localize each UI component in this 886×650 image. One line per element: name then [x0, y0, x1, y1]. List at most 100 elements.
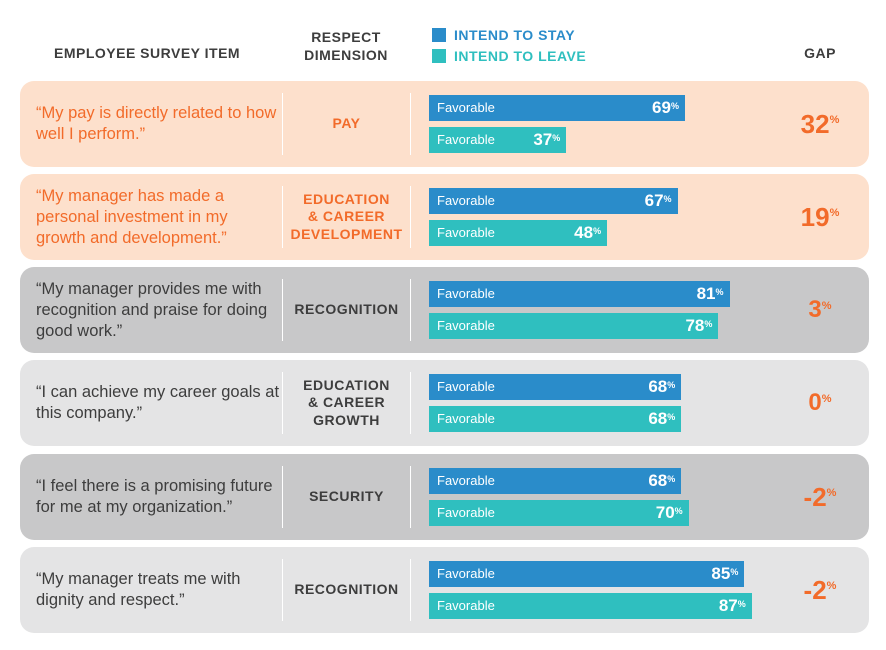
bar-intend-to-leave: Favorable 48% — [429, 220, 608, 246]
percent-sign: % — [715, 287, 724, 297]
respect-dimension: RECOGNITION — [283, 267, 410, 353]
legend-label-leave: INTEND TO LEAVE — [454, 47, 587, 64]
bar-label: Favorable — [437, 598, 495, 613]
respect-dimension-line: RECOGNITION — [294, 581, 399, 598]
bar-intend-to-stay: Favorable 67% — [429, 188, 678, 214]
bar-value: 81% — [696, 284, 724, 303]
survey-item-quote: “I feel there is a promising future for … — [36, 477, 273, 516]
bar-value: 37% — [533, 130, 561, 149]
column-divider — [282, 186, 283, 248]
gap-number: 3 — [808, 296, 822, 323]
header-gap: GAP — [804, 45, 836, 61]
gap-value: -2% — [780, 547, 860, 633]
respect-dimension-line: PAY — [332, 115, 361, 132]
respect-dimension-text: RECOGNITION — [294, 581, 398, 599]
header-survey-item: EMPLOYEE SURVEY ITEM — [54, 45, 241, 61]
bar-value: 70% — [655, 503, 683, 522]
bar-value: 87% — [718, 596, 746, 615]
header-dimension: RESPECT DIMENSION — [280, 28, 412, 64]
bar-label: Favorable — [437, 473, 495, 488]
respect-dimension: RECOGNITION — [283, 547, 410, 633]
gap-value: 19% — [780, 174, 860, 260]
percent-sign: % — [667, 474, 676, 484]
percent-sign: % — [826, 487, 837, 499]
respect-dimension-text: EDUCATION & CAREER DEVELOPMENT — [290, 191, 402, 244]
percent-sign: % — [704, 319, 713, 329]
bar-intend-to-stay: Favorable 69% — [429, 95, 685, 121]
gap-value: -2% — [780, 454, 860, 540]
survey-row: “I can achieve my career goals at this c… — [20, 360, 869, 446]
bar-intend-to-leave: Favorable 87% — [429, 593, 752, 619]
gap-value: 32% — [780, 81, 860, 167]
respect-dimension-text: RECOGNITION — [294, 301, 398, 319]
legend-item-stay: INTEND TO STAY — [432, 24, 586, 45]
column-divider — [410, 93, 411, 155]
legend: INTEND TO STAY INTEND TO LEAVE — [432, 24, 586, 66]
column-divider — [282, 466, 283, 528]
respect-dimension-line: DEVELOPMENT — [290, 225, 403, 242]
bar-label: Favorable — [437, 100, 495, 115]
legend-label-stay: INTEND TO STAY — [454, 26, 576, 43]
column-divider — [410, 186, 411, 248]
bar-label: Favorable — [437, 411, 495, 426]
survey-row: “My manager treats me with dignity and r… — [20, 547, 869, 633]
percent-sign: % — [674, 506, 683, 516]
gap-number: -2 — [803, 481, 827, 512]
bar-label: Favorable — [437, 318, 495, 333]
percent-sign: % — [829, 114, 840, 126]
survey-item-quote: “My manager has made a personal investme… — [36, 186, 228, 247]
column-divider — [410, 372, 411, 434]
survey-row: “My pay is directly related to how well … — [20, 81, 869, 167]
percent-sign: % — [730, 567, 739, 577]
bar-label: Favorable — [437, 379, 495, 394]
survey-row: “My manager has made a personal investme… — [20, 174, 869, 260]
bar-intend-to-leave: Favorable 70% — [429, 500, 689, 526]
percent-sign: % — [821, 300, 832, 312]
survey-item-quote: “My manager provides me with recognition… — [36, 279, 268, 340]
legend-item-leave: INTEND TO LEAVE — [432, 45, 586, 66]
bar-intend-to-stay: Favorable 85% — [429, 561, 745, 587]
column-divider — [410, 279, 411, 341]
bar-value: 67% — [644, 191, 672, 210]
bar-intend-to-stay: Favorable 68% — [429, 374, 682, 400]
column-divider — [282, 279, 283, 341]
gap-value: 3% — [780, 267, 860, 353]
respect-dimension-line: EDUCATION — [303, 190, 390, 207]
gap-number: 0 — [808, 389, 822, 416]
respect-dimension-line: & CAREER — [307, 208, 386, 225]
percent-sign: % — [737, 599, 746, 609]
header-dimension-line1: RESPECT — [311, 29, 381, 45]
bar-intend-to-stay: Favorable 81% — [429, 281, 730, 307]
bar-intend-to-leave: Favorable 78% — [429, 313, 719, 339]
respect-dimension-text: SECURITY — [309, 488, 384, 506]
respect-dimension-line: & CAREER — [307, 394, 386, 411]
respect-dimension: EDUCATION & CAREER GROWTH — [283, 360, 410, 446]
percent-sign: % — [829, 207, 840, 219]
bar-label: Favorable — [437, 566, 495, 581]
gap-number: 32 — [800, 108, 830, 139]
column-divider — [410, 466, 411, 528]
bar-intend-to-leave: Favorable 68% — [429, 406, 682, 432]
respect-dimension: SECURITY — [283, 454, 410, 540]
bar-label: Favorable — [437, 505, 495, 520]
column-divider — [282, 372, 283, 434]
column-divider — [410, 559, 411, 621]
survey-item-quote: “My pay is directly related to how well … — [36, 104, 277, 143]
percent-sign: % — [552, 133, 561, 143]
respect-dimension-line: EDUCATION — [303, 376, 390, 393]
percent-sign: % — [670, 101, 679, 111]
percent-sign: % — [663, 194, 672, 204]
bar-value: 78% — [685, 316, 713, 335]
respect-dimension-line: GROWTH — [313, 411, 380, 428]
bar-value: 69% — [652, 98, 679, 117]
bar-value: 68% — [648, 377, 676, 396]
respect-dimension: EDUCATION & CAREER DEVELOPMENT — [283, 174, 410, 260]
bar-value: 68% — [648, 471, 676, 490]
legend-swatch-leave — [432, 48, 446, 63]
percent-sign: % — [667, 380, 676, 390]
survey-row: “I feel there is a promising future for … — [20, 454, 869, 540]
column-divider — [282, 559, 283, 621]
respect-dimension-text: EDUCATION & CAREER GROWTH — [303, 377, 390, 430]
respect-dimension: PAY — [283, 81, 410, 167]
bar-intend-to-leave: Favorable 37% — [429, 127, 567, 153]
